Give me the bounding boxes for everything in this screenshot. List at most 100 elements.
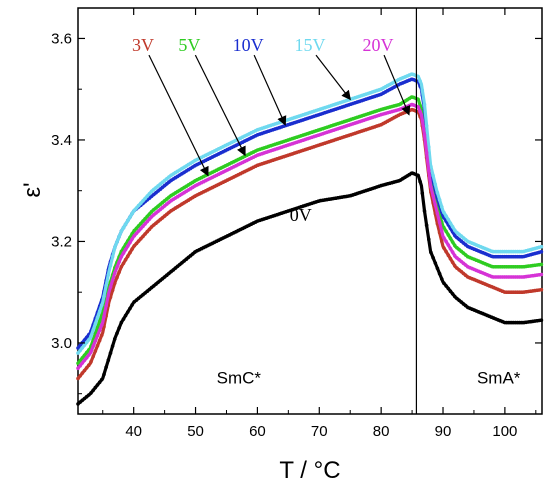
data-point [444,249,448,254]
data-point [453,228,457,233]
data-point [539,272,544,277]
data-point [136,203,141,208]
data-point [433,261,438,265]
data-point [147,227,152,232]
data-point [117,234,121,239]
data-point [95,315,100,320]
data-point [143,217,147,221]
data-point [117,260,121,264]
y-axis-title: ε' [19,182,46,197]
data-point [128,306,132,311]
data-point [113,271,117,275]
data-point [95,325,100,330]
data-point [424,150,429,155]
phase-label-smc: SmC* [217,369,262,388]
data-point [132,244,137,248]
data-point [141,224,145,228]
data-point [416,173,420,178]
data-point [427,237,431,242]
data-point [145,194,150,198]
data-point [136,229,141,233]
data-point [453,264,457,268]
data-point [139,201,143,205]
data-point [446,253,451,257]
annotation-15V: 15V [295,35,326,55]
data-point [93,385,98,390]
data-point [145,214,150,219]
data-point [539,250,544,254]
data-point [123,247,128,252]
data-point [84,340,89,345]
data-point [82,368,87,373]
data-point [82,358,87,363]
data-point [448,236,453,241]
data-point [93,321,98,326]
data-point [444,284,448,288]
data-point [539,262,544,267]
data-point [136,239,141,243]
data-point [446,233,451,237]
data-point [130,237,134,241]
data-point [446,286,451,291]
data-point [437,271,442,276]
x-tick-label: 60 [249,423,266,440]
data-point [418,109,422,114]
data-point [448,289,453,294]
data-point [113,337,117,341]
data-point [130,303,134,307]
data-point [418,79,422,83]
data-point [424,123,429,128]
x-tick-label: 90 [435,423,452,440]
data-point [89,391,93,395]
data-point [442,236,446,240]
data-point [108,285,113,289]
data-point [115,331,119,336]
data-point [108,263,113,268]
data-point [134,241,139,246]
data-point [442,210,446,215]
annotation-arrow [148,54,209,177]
data-point [80,346,85,350]
data-point [450,240,455,244]
data-point [145,229,150,234]
data-point [440,229,444,234]
data-point [128,240,132,245]
data-point [147,212,152,216]
data-point [78,343,82,348]
x-tick-label: 70 [311,423,328,440]
data-point [420,88,425,92]
data-point [134,231,139,236]
data-point [437,220,442,225]
data-point [119,229,124,234]
data-point [110,278,115,282]
data-point [416,97,420,101]
data-point [420,191,425,195]
data-point [119,265,124,269]
data-point [147,217,152,221]
data-point [113,246,117,250]
data-point [416,105,420,109]
data-point [100,323,104,327]
annotation-20V: 20V [363,35,394,55]
data-point [143,232,147,236]
data-point [418,179,422,184]
data-point [123,222,128,226]
annotation-arrow [194,54,246,157]
data-point [126,244,130,248]
data-point [139,226,143,231]
data-point [76,351,80,355]
series-0V [76,171,544,406]
data-point [134,226,139,231]
data-point [427,168,431,173]
data-point [141,199,145,203]
data-point [422,209,427,213]
data-point [87,338,91,342]
data-point [450,260,455,265]
data-point [84,350,89,355]
data-point [422,133,427,137]
data-point [84,366,89,370]
data-point [427,145,431,149]
data-point [440,277,444,281]
y-tick-label: 3.4 [51,132,72,149]
data-point [143,196,147,201]
